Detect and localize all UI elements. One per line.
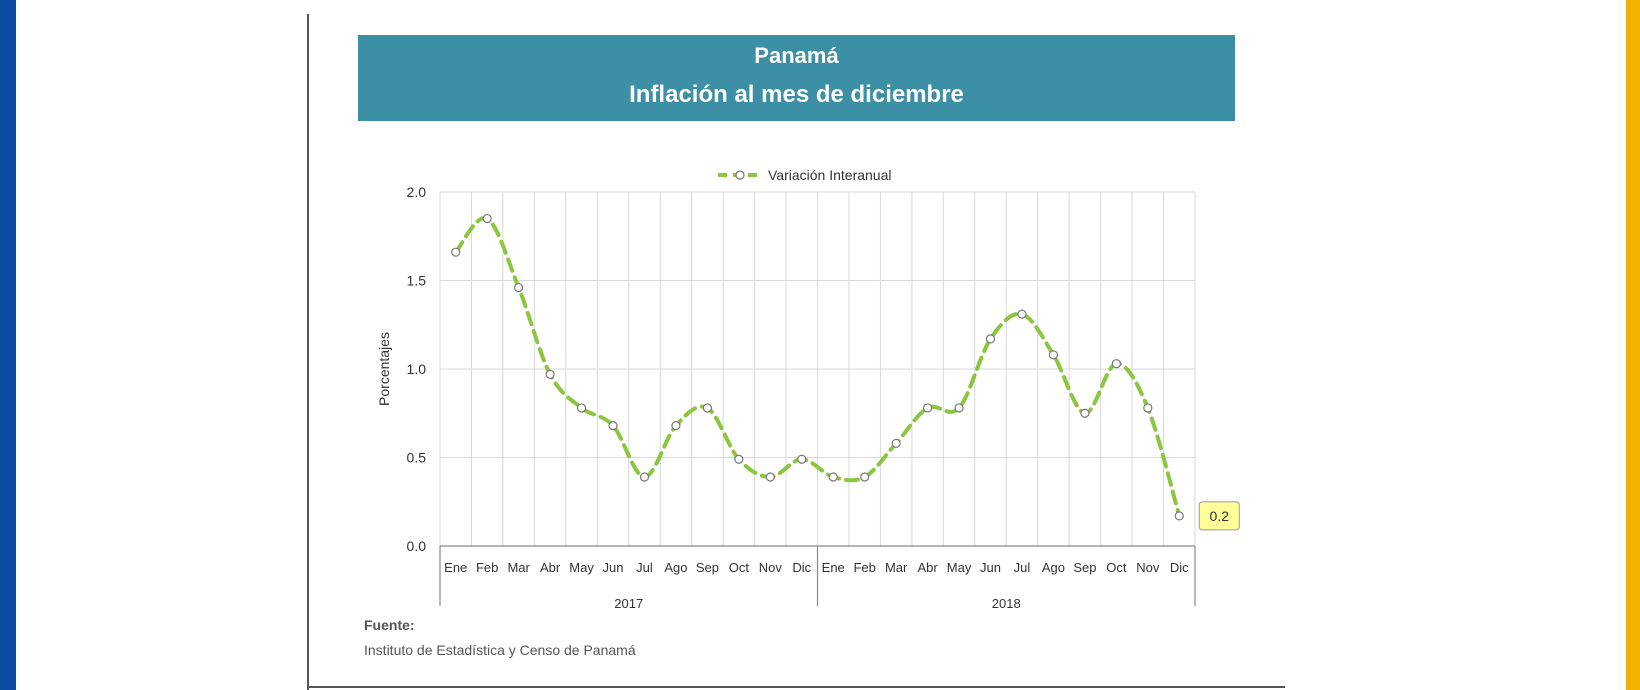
- x-tick-label: Mar: [885, 560, 908, 575]
- source-text: Instituto de Estadística y Censo de Pana…: [364, 642, 636, 658]
- x-tick-label: Abr: [540, 560, 561, 575]
- y-axis-label: Porcentajes: [376, 332, 392, 406]
- data-point: [1017, 309, 1027, 319]
- y-tick-label: 0.0: [407, 538, 427, 554]
- data-point: [985, 334, 996, 344]
- data-point: [797, 454, 807, 464]
- x-tick-label: Ago: [1042, 560, 1065, 575]
- x-tick-label: May: [569, 560, 594, 575]
- data-point: [545, 369, 555, 379]
- x-tick-label: Jun: [603, 560, 624, 575]
- data-point: [923, 403, 933, 413]
- x-tick-label: Sep: [1073, 560, 1096, 575]
- data-point: [1143, 403, 1153, 413]
- data-point: [1048, 350, 1059, 360]
- data-point: [451, 247, 461, 257]
- data-point: [954, 403, 964, 413]
- data-point: [828, 472, 838, 482]
- data-point: [1080, 408, 1090, 418]
- chart-subtitle: Inflación al mes de diciembre: [629, 81, 964, 108]
- data-point: [765, 472, 775, 482]
- x-group-label: 2018: [992, 596, 1021, 611]
- series-line-variacion-interanual: [453, 216, 1182, 518]
- legend-swatch-marker: [735, 170, 745, 180]
- x-group-label: 2017: [614, 596, 643, 611]
- x-tick-label: Nov: [1136, 560, 1160, 575]
- x-tick-label: Feb: [853, 560, 875, 575]
- right-edge-band: [1626, 0, 1640, 690]
- y-tick-label: 1.0: [407, 361, 427, 377]
- data-point: [639, 472, 650, 482]
- x-tick-label: Nov: [759, 560, 783, 575]
- legend-label: Variación Interanual: [768, 167, 891, 183]
- source-label: Fuente:: [364, 617, 415, 633]
- x-tick-label: Ago: [664, 560, 687, 575]
- data-point: [1174, 511, 1184, 521]
- x-tick-label: Jun: [980, 560, 1001, 575]
- frame-left-border: [307, 14, 309, 690]
- data-point: [482, 213, 492, 224]
- x-tick-label: Feb: [476, 560, 498, 575]
- x-tick-label: Jul: [1014, 560, 1031, 575]
- data-point: [702, 403, 712, 413]
- data-point: [514, 282, 524, 293]
- x-tick-label: Sep: [696, 560, 719, 575]
- data-point: [891, 438, 901, 448]
- x-tick-label: Jul: [636, 560, 653, 575]
- y-tick-label: 1.5: [407, 273, 427, 289]
- x-tick-label: Abr: [917, 560, 938, 575]
- left-edge-band: [0, 0, 16, 690]
- data-point: [1111, 359, 1121, 369]
- x-tick-label: Dic: [792, 560, 811, 575]
- frame-bottom-border: [307, 686, 1285, 688]
- x-tick-label: Oct: [1106, 560, 1127, 575]
- data-point: [608, 421, 618, 431]
- data-callout-box: [1198, 501, 1240, 531]
- x-tick-label: Ene: [822, 560, 845, 575]
- x-tick-label: May: [947, 560, 972, 575]
- data-point: [734, 454, 744, 464]
- data-point: [860, 472, 870, 482]
- x-tick-label: Mar: [507, 560, 530, 575]
- chart-title-banner: Panamá Inflación al mes de diciembre: [358, 35, 1235, 121]
- x-tick-label: Oct: [729, 560, 750, 575]
- data-point: [576, 403, 587, 413]
- data-point: [671, 421, 681, 431]
- y-tick-label: 2.0: [407, 184, 427, 200]
- data-callout-label: 0.2: [1210, 508, 1230, 524]
- x-tick-label: Dic: [1170, 560, 1189, 575]
- x-tick-label: Ene: [444, 560, 467, 575]
- chart-title: Panamá: [754, 43, 839, 68]
- y-tick-label: 0.5: [407, 450, 427, 466]
